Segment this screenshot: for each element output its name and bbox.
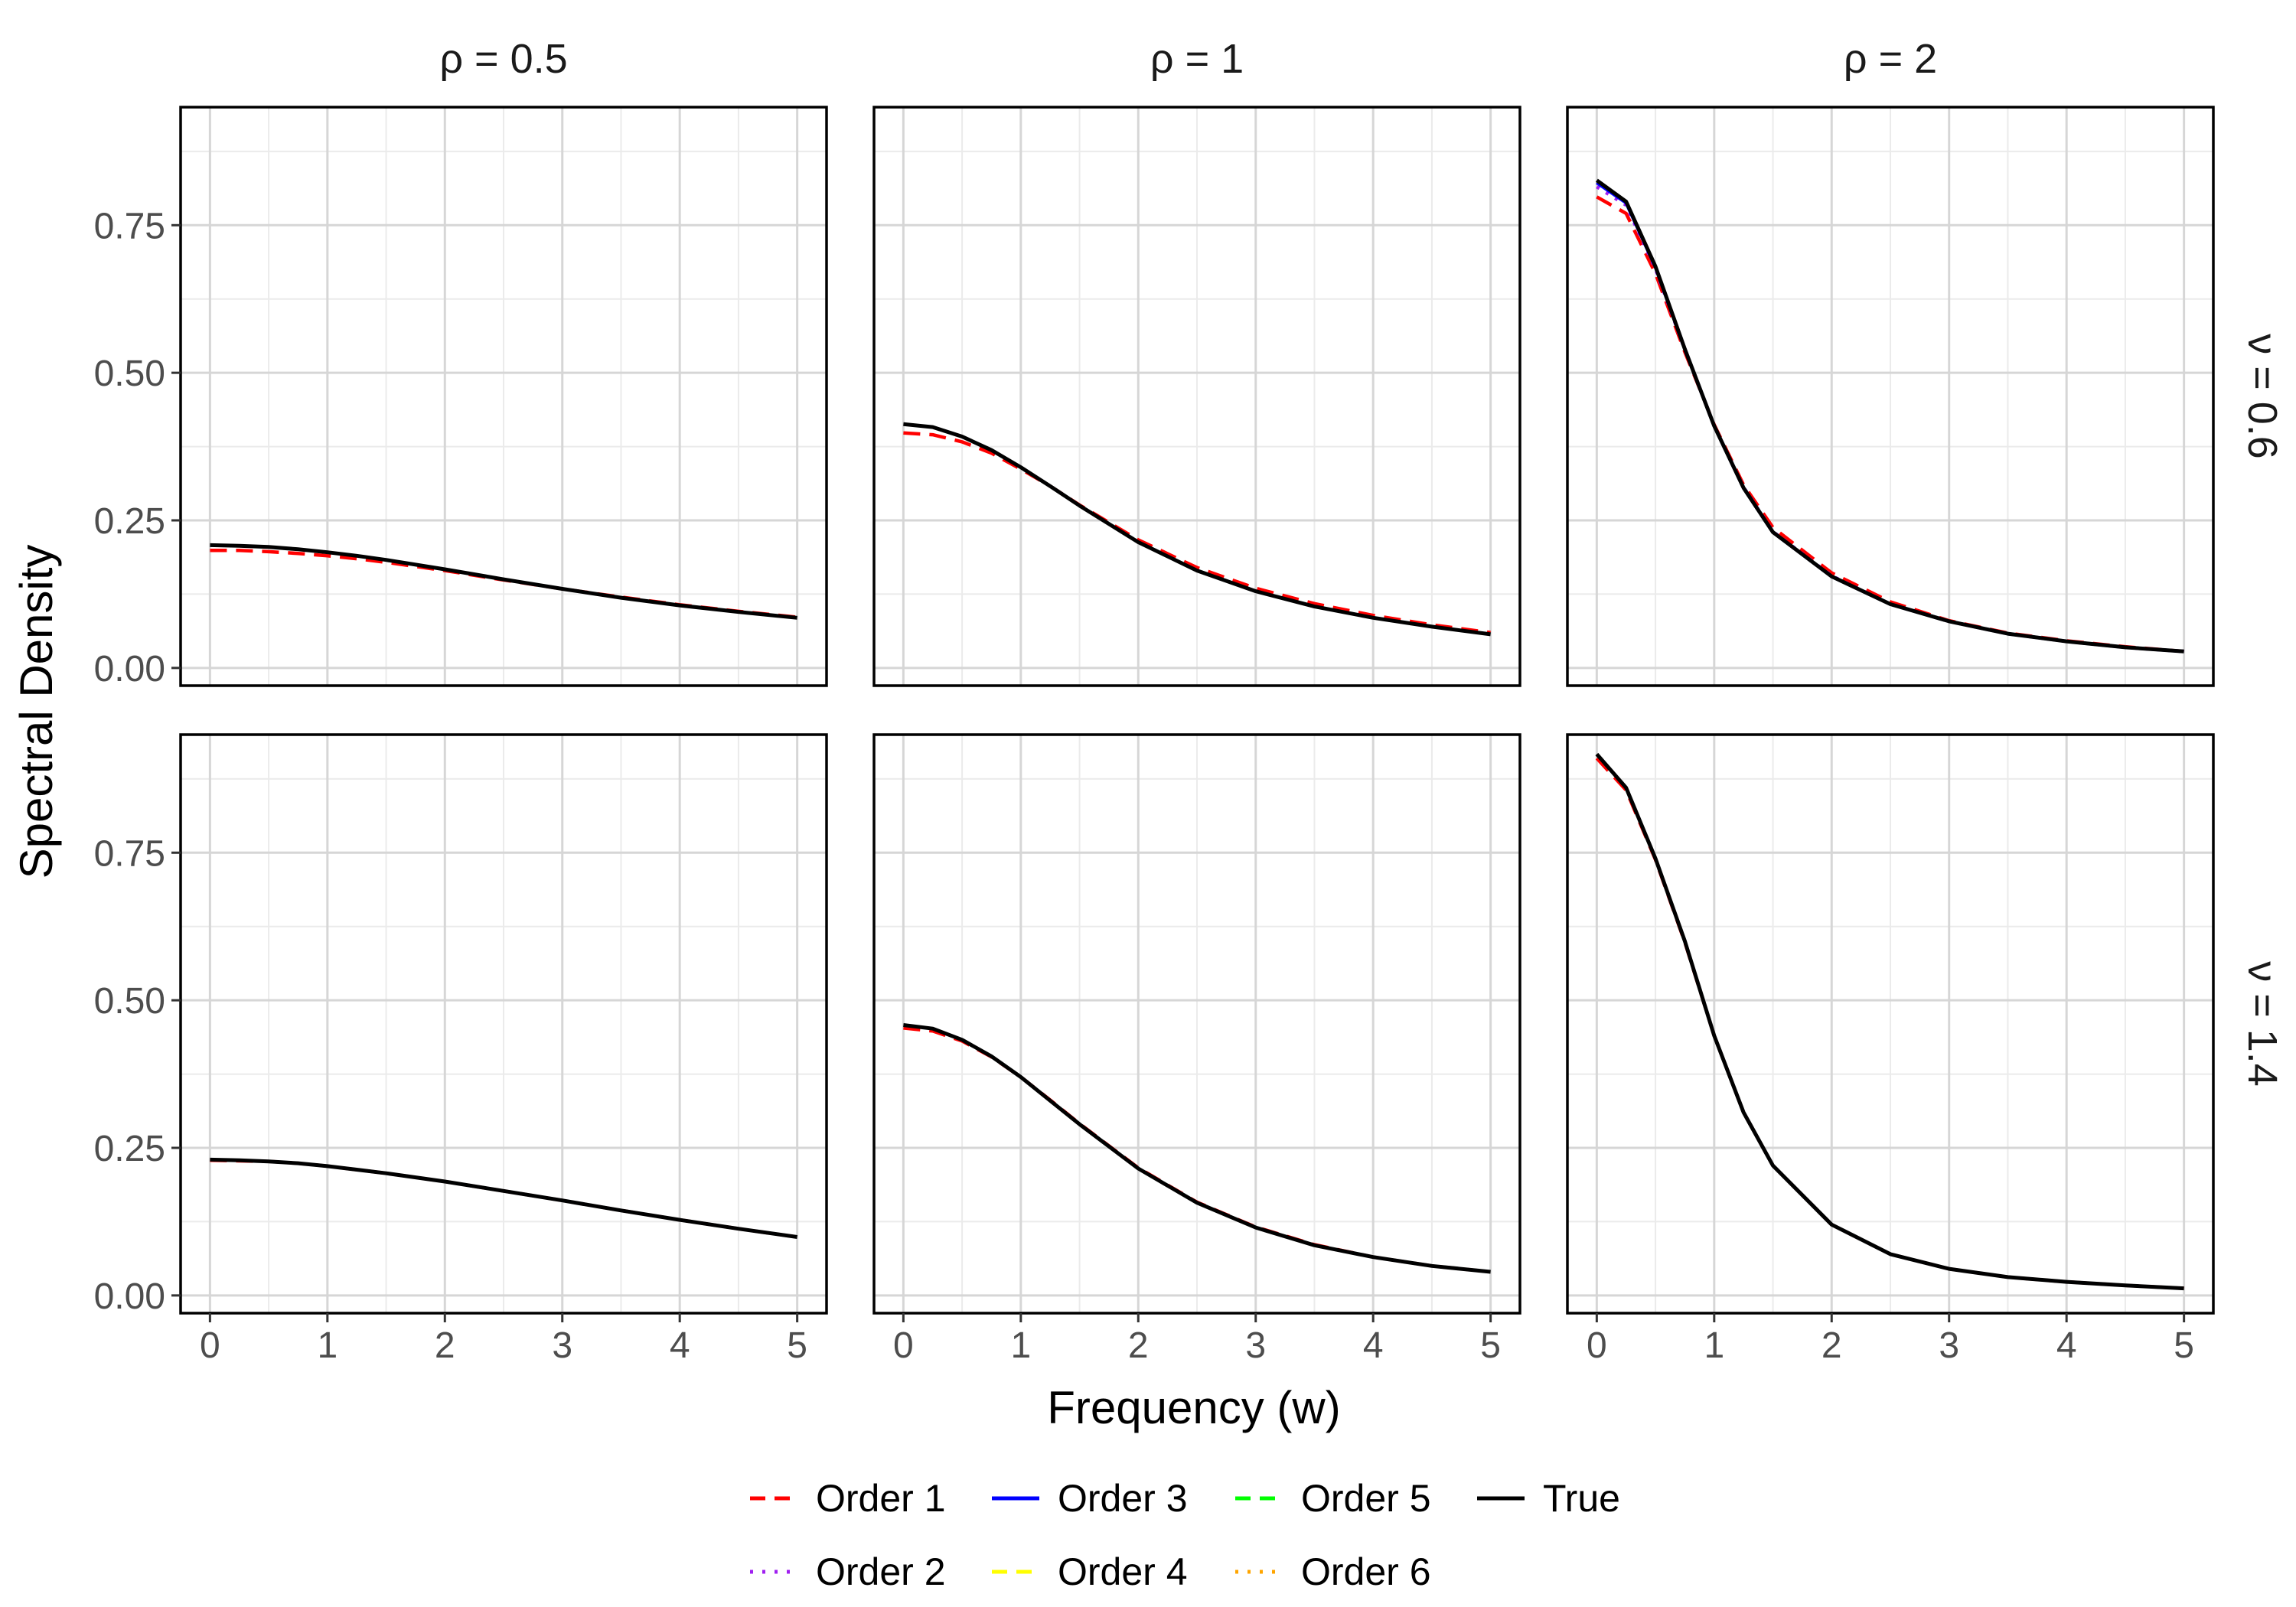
y-tick-label: 0.25 [94, 501, 165, 542]
legend-item: Order 2 [750, 1550, 946, 1593]
x-tick-label: 3 [1245, 1325, 1266, 1366]
legend-item: Order 1 [750, 1477, 946, 1520]
legend-label: Order 4 [1058, 1550, 1188, 1593]
y-tick-label: 0.75 [94, 833, 165, 874]
series-line-true [210, 1157, 797, 1239]
gridlines [181, 107, 827, 686]
legend-item: Order 3 [992, 1477, 1188, 1520]
column-strip-label: ρ = 2 [1844, 36, 1937, 82]
gridlines [1567, 107, 2213, 686]
panels [179, 106, 2215, 1315]
gridlines [874, 107, 1520, 686]
panel-r1-c2 [1566, 733, 2215, 1315]
y-tick-label: 0.00 [94, 1276, 165, 1317]
x-tick-label: 4 [1363, 1325, 1384, 1366]
panel-r1-c0 [179, 733, 828, 1315]
panel-r1-c1 [872, 733, 1521, 1315]
x-axis-title: Frequency (w) [1047, 1382, 1340, 1433]
x-tick-label: 3 [1939, 1325, 1959, 1366]
panel-r0-c0 [179, 106, 828, 687]
row-strip-label: ν = 0.6 [2239, 334, 2285, 459]
x-tick-label: 0 [1587, 1325, 1607, 1366]
x-tick-label: 4 [670, 1325, 690, 1366]
gridlines [1567, 735, 2213, 1313]
panel-border [179, 733, 828, 1315]
gridlines [181, 735, 827, 1313]
y-tick-label: 0.75 [94, 206, 165, 246]
column-strip-label: ρ = 1 [1150, 36, 1244, 82]
x-tick-label: 1 [317, 1325, 338, 1366]
legend-label: Order 3 [1058, 1477, 1188, 1520]
legend-item: True [1477, 1477, 1620, 1520]
panel-r0-c2 [1566, 106, 2215, 687]
legend-item: Order 6 [1235, 1550, 1431, 1593]
panel-border [1566, 106, 2215, 687]
axes-ticks: 0.00 0.25 0.50 0.75 0.00 0.25 0.50 0.75 0 1 2 3 4 5 0 1… [94, 206, 2194, 1366]
x-tick-label: 2 [1128, 1325, 1149, 1366]
series-line-order-1 [903, 431, 1491, 634]
row-strip-label: ν = 1.4 [2239, 961, 2285, 1087]
panel-border [1566, 733, 2215, 1315]
legend-label: Order 1 [816, 1477, 946, 1520]
series-line-true [903, 422, 1491, 637]
panel-border [872, 733, 1521, 1315]
legend-item: Order 4 [992, 1550, 1188, 1593]
legend-label: True [1543, 1477, 1620, 1520]
x-tick-label: 1 [1704, 1325, 1724, 1366]
x-tick-label: 1 [1010, 1325, 1031, 1366]
x-tick-label: 4 [2056, 1325, 2077, 1366]
legend: Order 1 Order 3 Order 5 True Order 2 Order 4 O… [750, 1477, 1620, 1593]
y-tick-label: 0.00 [94, 649, 165, 689]
panel-border [179, 106, 828, 687]
x-tick-label: 0 [893, 1325, 914, 1366]
legend-label: Order 6 [1301, 1550, 1431, 1593]
panel-r0-c1 [872, 106, 1521, 687]
x-tick-label: 2 [1821, 1325, 1842, 1366]
y-tick-label: 0.50 [94, 981, 165, 1022]
x-tick-label: 5 [2174, 1325, 2194, 1366]
series-line-order-1 [210, 549, 797, 619]
x-tick-label: 5 [1480, 1325, 1501, 1366]
series-line-true [903, 1023, 1491, 1274]
y-tick-label: 0.25 [94, 1129, 165, 1169]
x-tick-label: 5 [787, 1325, 807, 1366]
panel-border [872, 106, 1521, 687]
gridlines [874, 735, 1520, 1313]
y-axis-title: Spectral Density [11, 545, 62, 879]
x-tick-label: 0 [200, 1325, 220, 1366]
x-tick-label: 2 [435, 1325, 455, 1366]
legend-label: Order 2 [816, 1550, 946, 1593]
legend-label: Order 5 [1301, 1477, 1431, 1520]
x-tick-label: 3 [552, 1325, 572, 1366]
series-line-true [1595, 178, 2184, 654]
strip-labels: ρ = 0.5 ρ = 1 ρ = 2 ν = 0.6 ν = 1.4 [439, 36, 2285, 1087]
y-tick-label: 0.50 [94, 354, 165, 394]
legend-item: Order 5 [1235, 1477, 1431, 1520]
series-line-true [210, 543, 797, 620]
column-strip-label: ρ = 0.5 [439, 36, 567, 82]
series-line-true [1595, 752, 2184, 1291]
